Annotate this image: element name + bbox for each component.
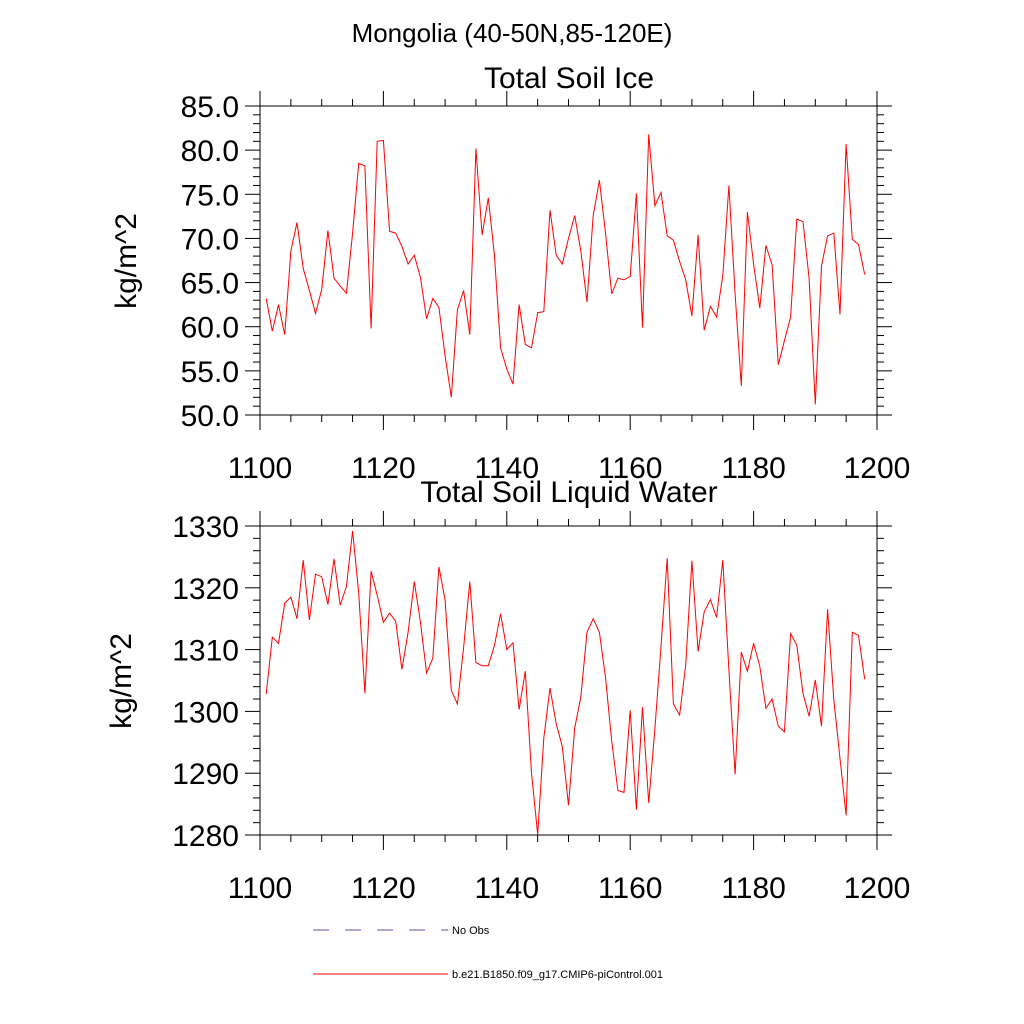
x-tick-label: 1120 xyxy=(351,452,416,485)
y-tick-label: 1280 xyxy=(172,820,239,853)
panel-title-soil-ice: Total Soil Ice xyxy=(484,62,654,95)
y-tick-label: 1320 xyxy=(172,573,239,606)
panel-total-soil-liquid-water: Total Soil Liquid Water kg/m^2 1100 1120 1… xyxy=(105,476,910,905)
y-tick-label: 60.0 xyxy=(181,312,239,345)
x-tick-label: 1160 xyxy=(598,872,663,905)
series-line-soil-liquid-water xyxy=(265,530,866,835)
x-tick-label: 1180 xyxy=(721,872,786,905)
x-tick-label: 1180 xyxy=(721,452,786,485)
figure-title: Mongolia (40-50N,85-120E) xyxy=(352,18,673,48)
axis-ticks-soil-ice: 1100 1120 1140 1160 1180 1200 50.0 55.0 60.0 65.0… xyxy=(181,91,911,485)
plot-frame-soil-liquid-water xyxy=(259,525,878,836)
x-tick-label: 1100 xyxy=(228,452,293,485)
x-tick-label: 1100 xyxy=(228,872,293,905)
y-axis-label-soil-liquid-water: kg/m^2 xyxy=(105,633,138,729)
series-line-soil-ice xyxy=(265,134,866,405)
x-tick-label: 1140 xyxy=(475,872,540,905)
y-tick-label: 1310 xyxy=(172,635,239,668)
y-axis-label-soil-ice: kg/m^2 xyxy=(110,213,143,309)
panel-total-soil-ice: Total Soil Ice kg/m^2 1100 1120 1140 1160 11… xyxy=(110,62,910,485)
x-tick-label: 1140 xyxy=(475,452,540,485)
x-tick-label: 1120 xyxy=(351,872,416,905)
y-tick-label: 65.0 xyxy=(181,268,239,301)
y-tick-label: 50.0 xyxy=(181,400,239,433)
x-tick-label: 1160 xyxy=(598,452,663,485)
y-tick-label: 1330 xyxy=(172,511,239,544)
x-tick-label: 1200 xyxy=(844,872,911,905)
legend-label-no-obs: No Obs xyxy=(452,925,490,937)
y-tick-label: 1290 xyxy=(172,758,239,791)
plot-frame-soil-ice xyxy=(259,105,878,416)
y-tick-label: 85.0 xyxy=(181,91,239,124)
y-tick-label: 75.0 xyxy=(181,179,239,212)
panel-title-soil-liquid-water: Total Soil Liquid Water xyxy=(420,476,717,509)
y-tick-label: 55.0 xyxy=(181,356,239,389)
axis-ticks-soil-liquid-water: 1100 1120 1140 1160 1180 1200 1280 1290 1300 1310… xyxy=(172,511,910,905)
y-tick-label: 70.0 xyxy=(181,223,239,256)
y-tick-label: 80.0 xyxy=(181,135,239,168)
legend: No Obs b.e21.B1850.f09_g17.CMIP6-piContr… xyxy=(313,925,663,981)
legend-label-picontrol: b.e21.B1850.f09_g17.CMIP6-piControl.001 xyxy=(452,969,663,981)
x-tick-label: 1200 xyxy=(844,452,911,485)
y-tick-label: 1300 xyxy=(172,696,239,729)
